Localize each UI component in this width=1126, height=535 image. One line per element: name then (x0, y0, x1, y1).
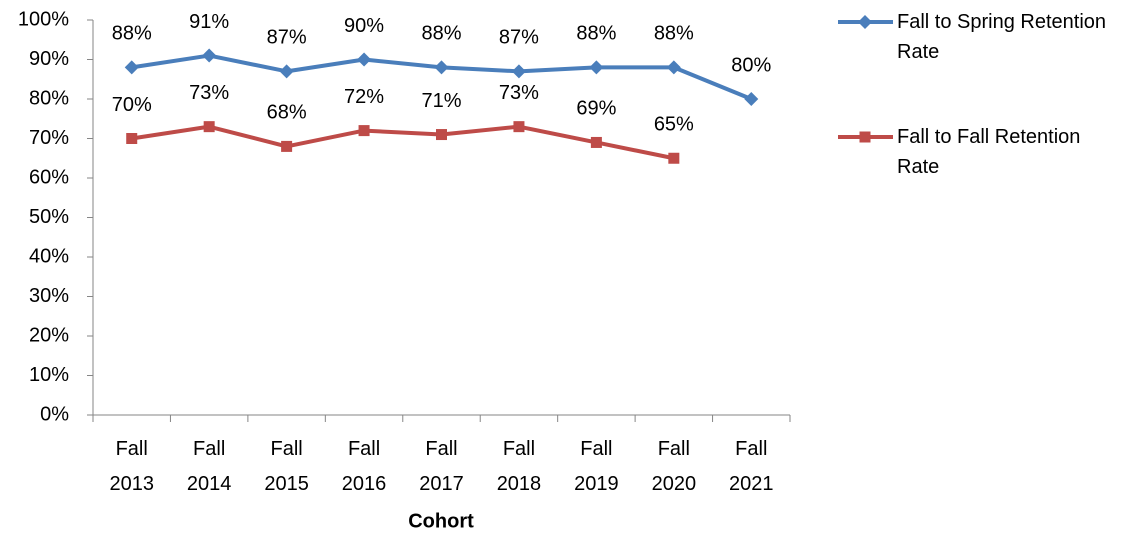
data-label: 88% (112, 23, 152, 45)
data-label: 80% (731, 54, 771, 76)
data-label: 68% (267, 102, 307, 124)
y-tick-label: 20% (29, 324, 69, 346)
legend-label: Fall to Fall Retention Rate (897, 126, 1081, 178)
y-tick-label: 10% (29, 364, 69, 386)
y-tick-label: 100% (18, 8, 69, 30)
data-label: 87% (499, 27, 539, 49)
x-tick-label: Fall 2018 (497, 438, 542, 495)
data-label: 91% (189, 11, 229, 33)
marker (666, 60, 681, 75)
data-label: 65% (654, 114, 694, 136)
marker (202, 48, 217, 63)
data-label: 70% (112, 94, 152, 116)
y-tick-label: 80% (29, 87, 69, 109)
marker (434, 60, 449, 75)
marker (589, 60, 604, 75)
data-label: 90% (344, 15, 384, 37)
marker (513, 121, 525, 133)
y-tick-label: 90% (29, 48, 69, 70)
marker (279, 64, 294, 79)
data-label: 71% (421, 90, 461, 112)
marker (590, 136, 602, 148)
marker (358, 125, 370, 137)
x-tick-label: Fall 2015 (264, 438, 309, 495)
y-tick-label: 60% (29, 166, 69, 188)
y-tick-label: 30% (29, 285, 69, 307)
legend-label: Fall to Spring Retention Rate (897, 11, 1107, 63)
x-tick-label: Fall 2021 (729, 438, 774, 495)
marker (668, 152, 680, 164)
marker (203, 121, 215, 133)
series-line (131, 124, 675, 161)
marker (744, 92, 759, 106)
marker (511, 64, 526, 79)
marker (436, 129, 447, 141)
data-label: 88% (654, 23, 694, 45)
legend-marker (859, 131, 871, 143)
x-tick-label: Fall 2020 (652, 438, 697, 495)
data-label: 88% (421, 23, 461, 45)
x-axis-title: Cohort (408, 510, 474, 532)
data-label: 73% (499, 82, 539, 104)
y-tick-label: 50% (29, 206, 69, 228)
y-tick-label: 70% (29, 127, 69, 149)
x-tick-label: Fall 2014 (187, 438, 232, 495)
x-tick-label: Fall 2013 (109, 438, 154, 495)
x-tick-label: Fall 2017 (419, 438, 464, 495)
y-tick-label: 0% (40, 403, 69, 425)
marker (357, 52, 372, 67)
x-tick-label: Fall 2016 (342, 438, 387, 495)
data-label: 72% (344, 86, 384, 108)
data-label: 73% (189, 82, 229, 104)
x-tick-label: Fall 2019 (574, 438, 619, 495)
y-tick-label: 40% (29, 245, 69, 267)
marker (281, 140, 293, 152)
data-label: 87% (267, 27, 307, 49)
marker (124, 60, 139, 75)
data-label: 88% (576, 23, 616, 45)
data-label: 69% (576, 98, 616, 120)
marker (126, 133, 138, 144)
legend-marker (858, 15, 872, 29)
